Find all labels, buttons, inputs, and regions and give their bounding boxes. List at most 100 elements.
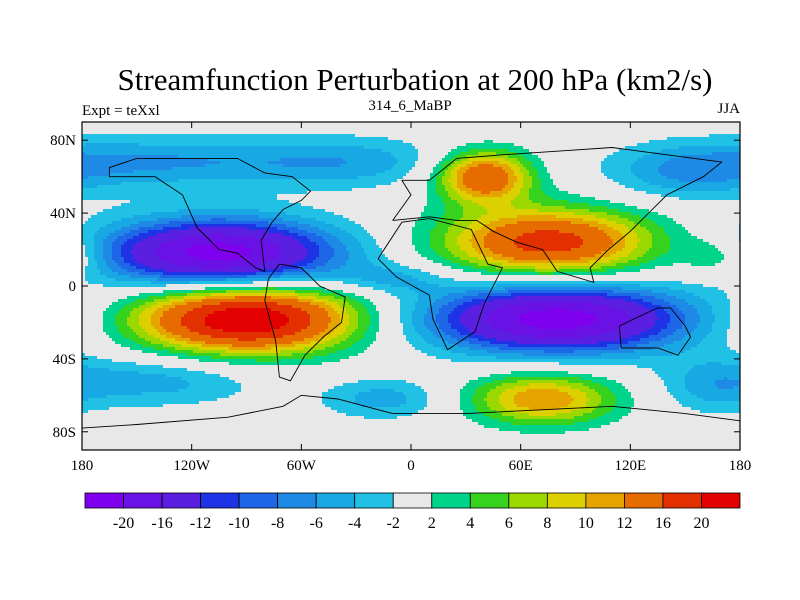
field-cell — [559, 134, 562, 137]
field-cell — [106, 140, 109, 143]
field-cell — [367, 173, 370, 176]
field-cell — [214, 170, 217, 173]
field-cell — [355, 143, 358, 146]
field-cell — [472, 128, 475, 131]
field-cell — [97, 161, 100, 164]
field-cell — [151, 170, 154, 173]
field-cell — [292, 179, 295, 182]
field-cell — [448, 143, 451, 146]
field-cell — [211, 131, 214, 134]
field-cell — [589, 179, 592, 182]
field-cell — [691, 173, 694, 176]
field-cell — [700, 179, 703, 182]
field-cell — [493, 188, 496, 191]
field-cell — [268, 158, 271, 161]
field-cell — [148, 167, 151, 170]
field-cell — [331, 161, 334, 164]
field-cell — [364, 179, 367, 182]
field-cell — [370, 143, 373, 146]
field-cell — [478, 137, 481, 140]
field-cell — [220, 128, 223, 131]
field-cell — [334, 137, 337, 140]
field-cell — [385, 149, 388, 152]
field-cell — [394, 149, 397, 152]
field-cell — [499, 176, 502, 179]
field-cell — [667, 137, 670, 140]
field-cell — [592, 164, 595, 167]
field-cell — [595, 149, 598, 152]
field-cell — [370, 140, 373, 143]
field-cell — [463, 152, 466, 155]
field-cell — [571, 161, 574, 164]
field-cell — [589, 131, 592, 134]
field-cell — [424, 173, 427, 176]
field-cell — [487, 179, 490, 182]
field-cell — [262, 179, 265, 182]
field-cell — [634, 155, 637, 158]
field-cell — [358, 170, 361, 173]
field-cell — [631, 161, 634, 164]
field-cell — [283, 125, 286, 128]
field-cell — [661, 128, 664, 131]
field-cell — [619, 182, 622, 185]
field-cell — [574, 185, 577, 188]
field-cell — [409, 137, 412, 140]
field-cell — [193, 170, 196, 173]
field-cell — [670, 173, 673, 176]
field-cell — [685, 140, 688, 143]
field-cell — [178, 185, 181, 188]
field-cell — [631, 128, 634, 131]
field-cell — [136, 149, 139, 152]
field-cell — [613, 134, 616, 137]
field-cell — [730, 182, 733, 185]
field-cell — [610, 176, 613, 179]
field-cell — [571, 167, 574, 170]
field-cell — [178, 149, 181, 152]
field-cell — [523, 125, 526, 128]
field-cell — [391, 143, 394, 146]
field-cell — [622, 173, 625, 176]
field-cell — [589, 140, 592, 143]
field-cell — [670, 179, 673, 182]
field-cell — [454, 146, 457, 149]
field-cell — [142, 143, 145, 146]
field-cell — [205, 164, 208, 167]
field-cell — [121, 185, 124, 188]
field-cell — [520, 167, 523, 170]
field-cell — [142, 182, 145, 185]
field-cell — [304, 152, 307, 155]
field-cell — [568, 182, 571, 185]
field-cell — [475, 188, 478, 191]
field-cell — [391, 164, 394, 167]
field-cell — [499, 179, 502, 182]
field-cell — [304, 149, 307, 152]
field-cell — [241, 188, 244, 191]
field-cell — [88, 140, 91, 143]
field-cell — [94, 140, 97, 143]
field-cell — [232, 155, 235, 158]
field-cell — [289, 131, 292, 134]
field-cell — [190, 146, 193, 149]
field-cell — [352, 161, 355, 164]
field-cell — [688, 158, 691, 161]
field-cell — [346, 152, 349, 155]
field-cell — [709, 149, 712, 152]
field-cell — [667, 167, 670, 170]
field-cell — [466, 173, 469, 176]
field-cell — [331, 152, 334, 155]
field-cell — [268, 170, 271, 173]
field-cell — [685, 170, 688, 173]
field-cell — [211, 176, 214, 179]
field-cell — [130, 164, 133, 167]
field-cell — [187, 149, 190, 152]
field-cell — [412, 188, 415, 191]
field-cell — [721, 185, 724, 188]
field-cell — [127, 152, 130, 155]
field-cell — [460, 167, 463, 170]
field-cell — [565, 140, 568, 143]
field-cell — [268, 155, 271, 158]
field-cell — [184, 125, 187, 128]
field-cell — [445, 173, 448, 176]
field-cell — [598, 170, 601, 173]
field-cell — [712, 173, 715, 176]
